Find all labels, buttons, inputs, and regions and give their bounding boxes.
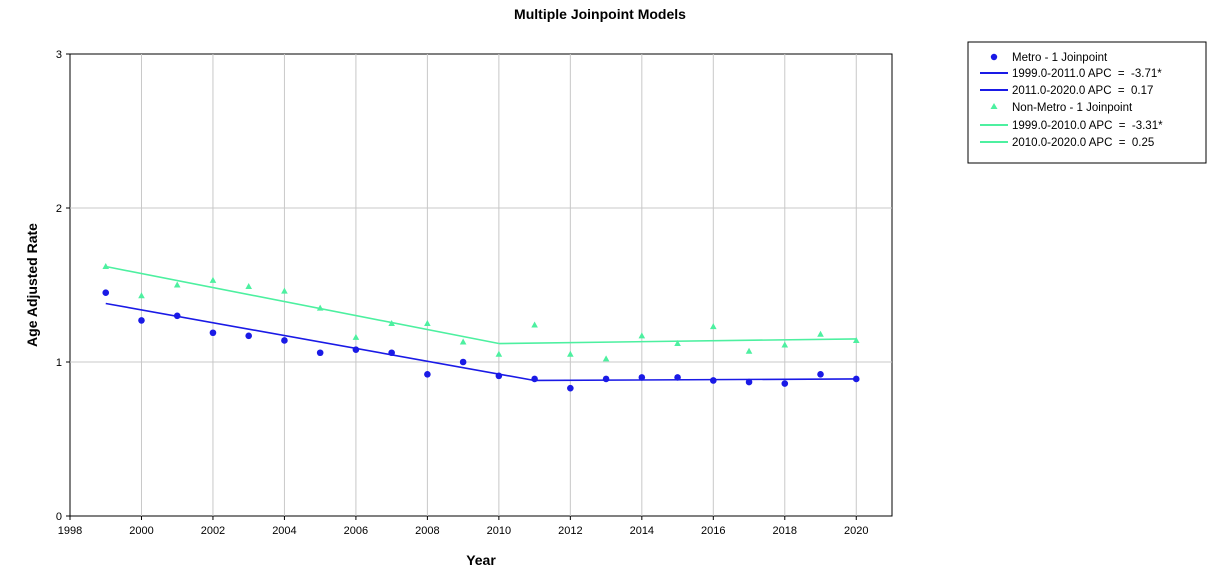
x-tick-label: 2012 [558,525,582,537]
trend-segment-2 [534,378,857,382]
metro-data-point [352,346,360,353]
x-tick-label: 2000 [129,525,153,537]
plot-area [69,53,893,517]
metro-data-point [602,375,610,383]
nonmetro-data-point [352,333,360,340]
nonmetro-data-point [817,330,824,337]
metro-data-point [281,337,288,344]
trend-segment-3 [105,265,500,345]
x-tick-label: 2010 [487,525,511,537]
legend-box [967,41,1207,164]
metro-data-point [567,384,574,392]
nonmetro-data-point [459,338,467,345]
x-tick-label: 2014 [630,525,654,537]
nonmetro-data-point [388,320,395,326]
legend-seg4-label: 2010.0-2020.0 APC = 0.25 [1012,137,1154,149]
legend-seg3-label: 1999.0-2010.0 APC = -3.31* [1012,120,1163,132]
nonmetro-data-point [209,276,217,283]
metro-data-point [745,378,753,386]
metro-data-point [495,372,503,380]
nonmetro-data-point [638,332,646,339]
x-tick-label: 2020 [844,525,868,537]
grid-lines [70,54,892,516]
metro-data-point [852,375,860,383]
legend-seg1-label: 1999.0-2011.0 APC = -3.71* [1012,68,1162,80]
nonmetro-data-point [102,263,110,270]
metro-data-point [817,371,824,378]
nonmetro-data-point [531,321,538,328]
y-tick-label: 0 [56,511,62,523]
y-axis-label: Age Adjusted Rate [24,223,40,347]
x-tick-label: 2016 [701,525,725,537]
metro-data-point [245,332,252,340]
x-axis-label: Year [466,552,496,568]
nonmetro-data-point [710,323,717,330]
x-tick-label: 2004 [272,525,296,537]
metro-data-point [424,371,431,378]
nonmetro-data-point [745,347,753,354]
nonmetro-data-point [138,292,145,299]
metro-data-point [781,380,789,387]
nonmetro-data-point [424,320,431,326]
metro-data-point [388,349,395,357]
x-tick-label: 2018 [773,525,797,537]
x-tick-label: 2006 [344,525,368,537]
legend-nonmetro-marker [990,103,998,109]
nonmetro-data-point [602,355,610,362]
legend-seg2-label: 2011.0-2020.0 APC = 0.17 [1012,85,1153,97]
nonmetro-data-point [245,283,252,290]
x-tick-label: 1998 [58,525,82,537]
y-tick-label: 2 [56,203,62,215]
x-tick-label: 2002 [201,525,225,537]
metro-data-point [173,312,181,320]
data-points [102,263,860,392]
metro-data-point [209,329,217,337]
nonmetro-data-point [567,350,574,357]
legend-metro-label: Metro - 1 Joinpoint [1012,52,1108,64]
metro-data-point [710,377,717,384]
nonmetro-data-point [674,340,681,347]
x-axis-ticks: 1998 2000 2002 2004 2006 2008 2010 2012 2014 2016… [58,516,869,537]
y-tick-label: 3 [56,49,62,61]
nonmetro-data-point [495,350,503,357]
legend-nonmetro-label: Non-Metro - 1 Joinpoint [1012,102,1133,114]
legend: Metro - 1 Joinpoint 1999.0-2011.0 APC = … [967,41,1207,164]
metro-data-point [102,289,110,297]
metro-data-point [316,349,324,357]
metro-data-point [674,374,681,381]
nonmetro-data-point [781,341,789,348]
y-axis-ticks: 0 1 2 3 [56,49,70,523]
nonmetro-data-point [281,287,288,294]
x-tick-label: 2008 [415,525,439,537]
metro-data-point [459,358,467,366]
nonmetro-data-point [173,281,181,288]
metro-data-point [531,375,538,383]
chart-title: Multiple Joinpoint Models [514,6,686,22]
nonmetro-data-point [852,336,860,343]
metro-data-point [138,317,145,324]
metro-data-point [638,374,646,381]
legend-metro-marker [990,53,998,61]
nonmetro-data-point [316,304,324,311]
y-tick-label: 1 [56,357,62,369]
